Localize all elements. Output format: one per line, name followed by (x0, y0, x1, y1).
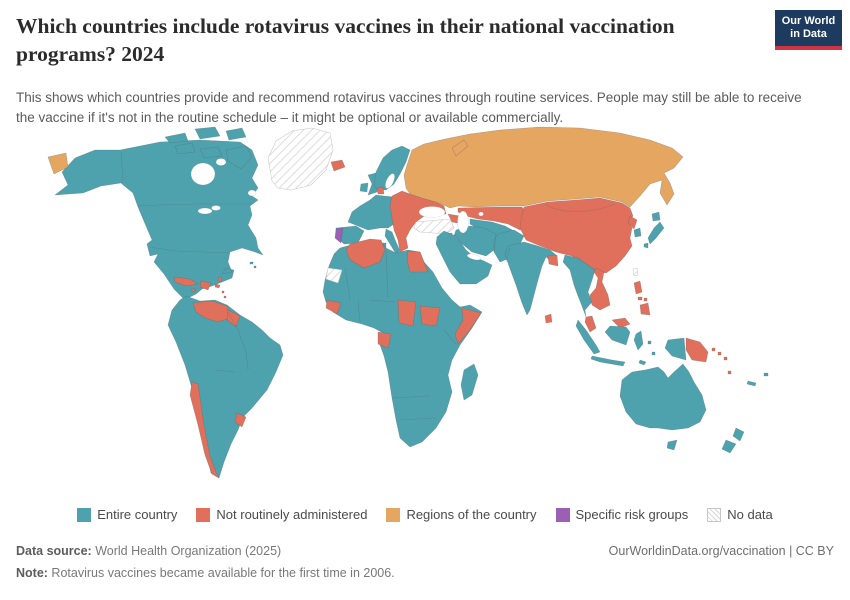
country-indonesia[interactable] (575, 319, 656, 367)
country-jamaica[interactable] (190, 288, 197, 293)
country-bahamas[interactable] (249, 261, 257, 269)
chart-subtitle: This shows which countries provide and r… (16, 90, 802, 125)
legend-swatch-regions-of-the-country (386, 507, 401, 522)
country-lesser-antilles[interactable] (221, 290, 227, 299)
country-greenland[interactable] (267, 127, 334, 191)
region-west-papua[interactable] (664, 337, 687, 361)
legend-swatch-specific-risk-groups (555, 507, 570, 522)
country-ireland[interactable] (359, 182, 369, 193)
country-guyana[interactable] (226, 309, 241, 328)
country-malaysia[interactable] (584, 315, 631, 333)
country-iceland[interactable] (330, 159, 346, 172)
country-russia[interactable] (403, 126, 684, 209)
country-chad[interactable] (397, 299, 417, 327)
country-guinea[interactable] (325, 299, 342, 315)
country-south-korea[interactable] (633, 227, 642, 238)
country-puerto-rico[interactable] (214, 283, 221, 289)
country-portugal[interactable] (334, 227, 344, 244)
region-novaya-zemlya[interactable] (451, 139, 469, 157)
region-arabia-iraq[interactable] (435, 230, 493, 285)
country-egypt[interactable] (406, 250, 429, 273)
country-uruguay[interactable] (234, 412, 247, 428)
data-source: Data source: World Health Organization (… (16, 544, 281, 558)
chart-footer: Data source: World Health Organization (… (16, 544, 834, 558)
region-china-mongolia[interactable] (519, 197, 634, 274)
country-somalia[interactable] (454, 307, 482, 345)
owid-logo-line1: Our World (781, 14, 836, 27)
note-text: Rotavirus vaccines became available for … (47, 566, 395, 580)
legend-label: Specific risk groups (575, 507, 689, 522)
region-melanesia[interactable] (711, 347, 732, 375)
country-turkey[interactable] (413, 218, 455, 235)
region-vietnam-cambodia[interactable] (589, 267, 611, 311)
country-fiji-newcaledonia[interactable] (746, 372, 769, 387)
owid-logo[interactable]: Our World in Data (775, 10, 842, 50)
country-south-sudan[interactable] (419, 305, 441, 327)
sea-overlays (190, 158, 484, 261)
legend-item-specific-risk-groups[interactable]: Specific risk groups (555, 507, 689, 522)
world-map[interactable] (20, 126, 832, 506)
note-label: Note: (16, 566, 48, 580)
country-philippines[interactable] (633, 280, 651, 316)
legend-item-no-data[interactable]: No data (707, 507, 773, 522)
country-venezuela[interactable] (192, 300, 231, 323)
country-sri-lanka[interactable] (544, 313, 553, 324)
country-south-america[interactable] (167, 295, 284, 479)
legend-item-regions-of-the-country[interactable]: Regions of the country (386, 507, 537, 522)
country-papua-new-guinea[interactable] (685, 337, 709, 363)
region-myanmar-thailand-laos[interactable] (562, 254, 596, 318)
legend-label: Not routinely administered (216, 507, 368, 522)
country-belize[interactable] (217, 276, 223, 283)
country-north-america[interactable] (54, 139, 264, 302)
country-scandinavia[interactable] (373, 145, 411, 191)
legend-item-not-routinely-administered[interactable]: Not routinely administered (196, 507, 367, 522)
chart-note: Note: Rotavirus vaccines became availabl… (16, 566, 395, 580)
country-madagascar[interactable] (460, 363, 479, 401)
legend-label: Regions of the country (406, 507, 537, 522)
country-cuba[interactable] (173, 276, 199, 287)
country-hispaniola[interactable] (199, 280, 212, 291)
country-north-korea[interactable] (627, 215, 638, 230)
country-borders (120, 151, 616, 421)
country-australia[interactable] (619, 363, 707, 451)
country-new-zealand[interactable] (721, 427, 745, 454)
country-japan[interactable] (643, 211, 665, 249)
data-source-text: World Health Organization (2025) (91, 544, 282, 558)
country-western-europe[interactable] (347, 194, 399, 231)
map-legend: Entire country Not routinely administere… (0, 507, 850, 522)
owid-cc-link[interactable]: OurWorldinData.org/vaccination | CC BY (608, 544, 834, 558)
country-bangladesh[interactable] (547, 254, 559, 267)
legend-item-entire-country[interactable]: Entire country (77, 507, 177, 522)
owid-logo-line2: in Data (790, 28, 827, 40)
page-title: Which countries include rotavirus vaccin… (16, 14, 675, 67)
legend-swatch-no-data (707, 507, 722, 522)
country-taiwan[interactable] (632, 267, 639, 277)
legend-label: Entire country (97, 507, 178, 522)
legend-swatch-not-routinely-administered (196, 507, 211, 522)
country-chile[interactable] (189, 381, 220, 479)
legend-swatch-entire-country (77, 507, 92, 522)
country-western-sahara[interactable] (325, 267, 343, 284)
region-algeria-tunisia[interactable] (345, 238, 386, 269)
region-gabon-eq-guinea[interactable] (377, 331, 392, 349)
country-denmark[interactable] (376, 186, 385, 195)
country-india[interactable] (504, 241, 557, 316)
legend-label: No data (727, 507, 773, 522)
country-russia-chukotka-wrap[interactable] (47, 152, 69, 175)
data-source-label: Data source: (16, 544, 92, 558)
country-arctic-islands[interactable] (164, 126, 253, 170)
